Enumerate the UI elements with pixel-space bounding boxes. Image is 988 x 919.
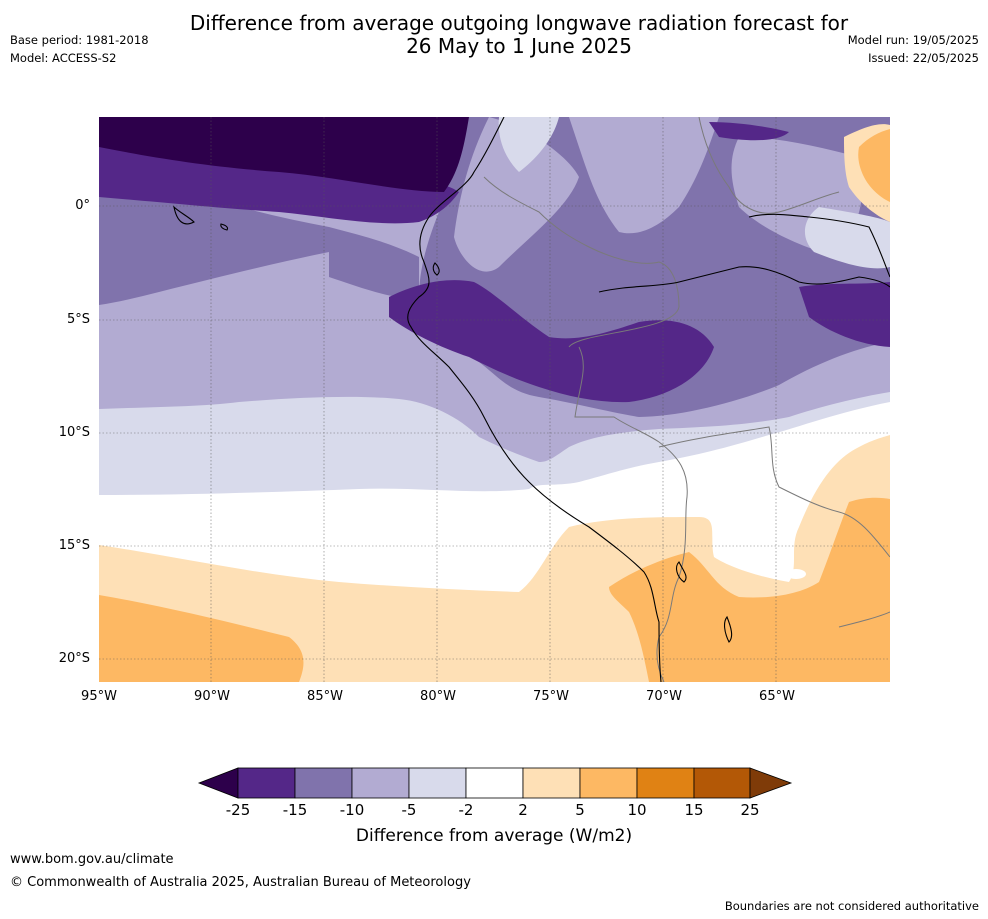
lon-label-70w: 70°W [646,689,682,704]
colorbar-bin-1 [237,767,296,799]
colorbar-bin-4 [408,767,467,799]
anomaly-neutral-patch [786,569,806,579]
lat-label-20s: 20°S [58,651,90,666]
colorbar-tick-15: 15 [684,801,704,819]
colorbar-bin-2 [294,767,353,799]
colorbar-tick-25: 25 [740,801,760,819]
colorbar-bin-7 [579,767,638,799]
colorbar-bin-5 [465,767,524,799]
colorbar-tick-minus25: -25 [225,801,251,819]
colorbar-tick-minus10: -10 [339,801,365,819]
colorbar-arrow-low [197,767,239,799]
coastline [173,117,890,682]
anomaly-band-minus15 [99,122,890,403]
title-line-1: Difference from average outgoing longwav… [189,11,849,35]
colorbar-bin-3 [351,767,410,799]
colorbar-label: Difference from average (W/m2) [355,826,633,846]
title-line-2: 26 May to 1 June 2025 [406,34,632,58]
lat-label-15s: 15°S [58,538,90,553]
map-title: Difference from average outgoing longwav… [0,12,988,58]
colorbar-bin-9 [693,767,751,799]
boundary-disclaimer: Boundaries are not considered authoritat… [724,899,979,913]
map-gridlines [99,117,890,682]
base-period: Base period: 1981-2018 [10,33,149,47]
colorbar-bin-8 [636,767,695,799]
colorbar [197,767,793,799]
lon-label-80w: 80°W [420,689,456,704]
lat-label-10s: 10°S [58,425,90,440]
footer-copyright: © Commonwealth of Australia 2025, Austra… [10,875,471,890]
lat-label-5s: 5°S [66,312,90,327]
lat-label-0: 0° [75,198,90,213]
issued-date: Issued: 22/05/2025 [868,51,979,65]
colorbar-tick-minus2: -2 [458,801,474,819]
anomaly-band-minus5-north [454,117,863,272]
lon-label-75w: 75°W [533,689,569,704]
colorbar-tick-minus15: -15 [282,801,308,819]
colorbar-arrow-high [749,767,793,799]
anomaly-band-plus5 [99,129,890,682]
colorbar-bin-6 [522,767,581,799]
lon-label-85w: 85°W [307,689,343,704]
anomaly-band-minus2-north [498,117,890,269]
anomaly-band-minus25 [99,117,469,192]
model-name: Model: ACCESS-S2 [10,51,117,65]
meta-left: Base period: 1981-2018 Model: ACCESS-S2 [10,31,149,67]
colorbar-tick-5: 5 [575,801,585,819]
lon-label-65w: 65°W [759,689,795,704]
lon-label-90w: 90°W [194,689,230,704]
meta-right: Model run: 19/05/2025 Issued: 22/05/2025 [848,31,979,67]
footer-url[interactable]: www.bom.gov.au/climate [10,852,174,867]
model-run: Model run: 19/05/2025 [847,33,979,47]
colorbar-tick-10: 10 [627,801,647,819]
lon-label-95w: 95°W [81,689,117,704]
anomaly-map [99,117,890,682]
colorbar-tick-2: 2 [518,801,528,819]
colorbar-tick-minus5: -5 [401,801,417,819]
